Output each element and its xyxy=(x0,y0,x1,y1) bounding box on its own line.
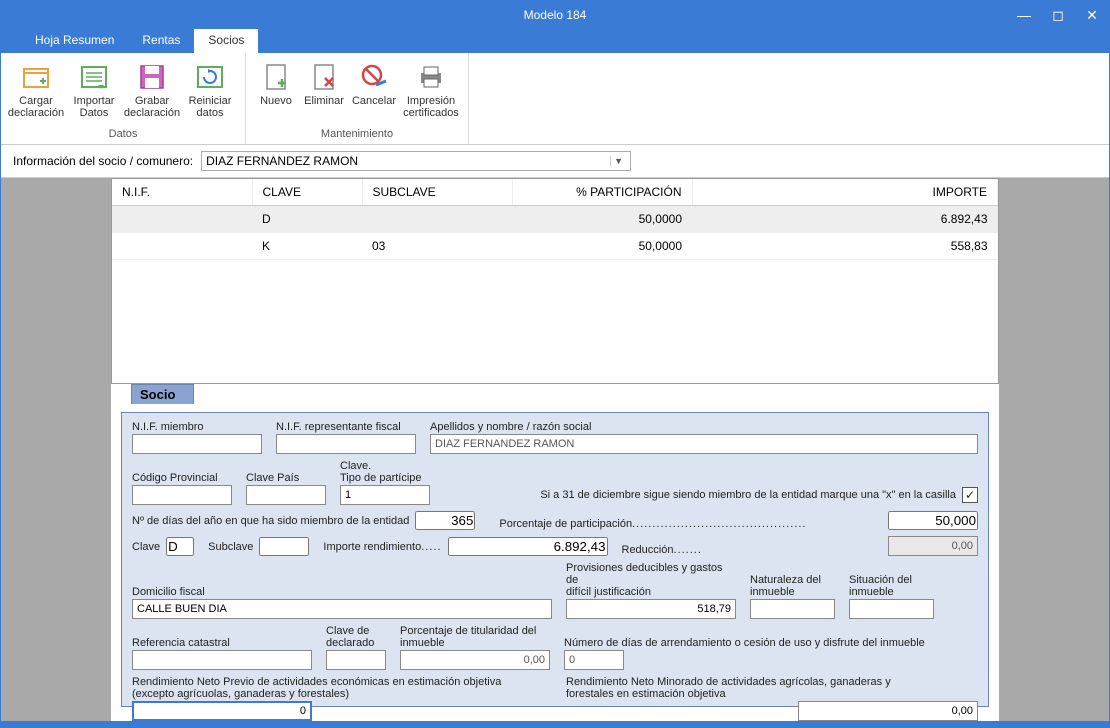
col-clave[interactable]: CLAVE xyxy=(252,179,362,206)
porc-part-field[interactable] xyxy=(888,511,978,530)
nif-miembro-field[interactable] xyxy=(132,434,262,454)
naturaleza-field[interactable] xyxy=(750,599,835,619)
lbl-porc-part: Porcentaje de participación.............… xyxy=(499,518,806,530)
save-icon xyxy=(136,61,168,93)
col-nif[interactable]: N.I.F. xyxy=(112,179,252,206)
print-icon xyxy=(415,61,447,93)
delete-icon xyxy=(308,61,340,93)
table-row[interactable]: K 03 50,0000 558,83 xyxy=(112,233,998,260)
tab-hoja-resumen[interactable]: Hoja Resumen xyxy=(21,29,128,53)
socio-combo[interactable]: DIAZ FERNANDEZ RAMON ▼ xyxy=(201,151,631,171)
col-participacion[interactable]: % PARTICIPACIÓN xyxy=(512,179,692,206)
import-icon xyxy=(78,61,110,93)
refresh-icon xyxy=(194,61,226,93)
impresion-certificados-button[interactable]: Impresióncertificados xyxy=(400,57,462,126)
grabar-declaracion-button[interactable]: Grabardeclaración xyxy=(123,57,181,126)
lbl-clave-decl: Clave dedeclarado xyxy=(326,625,386,649)
lbl-rend-previo: Rendimiento Neto Previo de actividades e… xyxy=(132,676,552,700)
lbl-situacion: Situación delinmueble xyxy=(849,574,934,598)
reduccion-field[interactable] xyxy=(888,536,978,556)
cargar-declaracion-button[interactable]: Cargardeclaración xyxy=(7,57,65,126)
importar-datos-button[interactable]: ImportarDatos xyxy=(65,57,123,126)
content-area: N.I.F. CLAVE SUBCLAVE % PARTICIPACIÓN IM… xyxy=(1,178,1109,721)
ribbon-group-datos-title: Datos xyxy=(7,126,239,142)
info-label: Información del socio / comunero: xyxy=(13,154,193,168)
tab-socios[interactable]: Socios xyxy=(194,29,258,53)
domicilio-field[interactable] xyxy=(132,599,552,619)
tipo-participe-field[interactable] xyxy=(340,485,430,505)
folder-load-icon xyxy=(20,61,52,93)
x-casilla-checkbox[interactable]: ✓ xyxy=(962,487,978,503)
lbl-dias-arr: Número de días de arrendamiento o cesión… xyxy=(564,637,978,649)
titlebar: Modelo 184 — ◻ ✕ xyxy=(1,1,1109,29)
apellidos-field[interactable] xyxy=(430,434,978,454)
form-panel: N.I.F. miembro N.I.F. representante fisc… xyxy=(121,412,989,707)
lbl-provisiones: Provisiones deducibles y gastos dedifíci… xyxy=(566,562,736,598)
ribbon-tabs: Hoja Resumen Rentas Socios xyxy=(1,29,1109,53)
nuevo-button[interactable]: Nuevo xyxy=(252,57,300,126)
rend-previo-field[interactable] xyxy=(132,701,312,721)
chevron-down-icon[interactable]: ▼ xyxy=(610,156,626,166)
nif-rep-field[interactable] xyxy=(276,434,416,454)
cancel-icon xyxy=(358,61,390,93)
lbl-nif-miembro: N.I.F. miembro xyxy=(132,421,262,433)
dias-field[interactable] xyxy=(415,511,475,530)
clave-field[interactable] xyxy=(166,537,194,556)
lbl-clave: Clave xyxy=(132,541,160,553)
lbl-clave-pais: Clave País xyxy=(246,472,326,484)
situacion-field[interactable] xyxy=(849,599,934,619)
lbl-dias: Nº de días del año en que ha sido miembr… xyxy=(132,515,409,527)
importe-rend-field[interactable] xyxy=(448,537,608,556)
eliminar-button[interactable]: Eliminar xyxy=(300,57,348,126)
ribbon-group-mantenimiento: Nuevo Eliminar Cancelar Impresióncertifi… xyxy=(246,53,469,144)
cod-prov-field[interactable] xyxy=(132,485,232,505)
data-grid[interactable]: N.I.F. CLAVE SUBCLAVE % PARTICIPACIÓN IM… xyxy=(111,178,999,384)
porc-tit-field[interactable] xyxy=(400,650,550,670)
lbl-porc-tit: Porcentaje de titularidad delinmueble xyxy=(400,625,550,649)
lbl-apellidos: Apellidos y nombre / razón social xyxy=(430,421,978,433)
clave-pais-field[interactable] xyxy=(246,485,326,505)
lbl-rend-minorado: Rendimiento Neto Minorado de actividades… xyxy=(566,676,978,700)
ribbon: Cargardeclaración ImportarDatos Grabarde… xyxy=(1,53,1109,145)
lbl-reduccion: Reducción....... xyxy=(622,544,702,556)
form-tab-socio[interactable]: Socio xyxy=(131,384,194,404)
tab-rentas[interactable]: Rentas xyxy=(128,29,194,53)
col-importe[interactable]: IMPORTE xyxy=(692,179,998,206)
col-subclave[interactable]: SUBCLAVE xyxy=(362,179,512,206)
lbl-tipo-participe: Clave.Tipo de partícipe xyxy=(340,460,430,484)
lbl-naturaleza: Naturaleza delinmueble xyxy=(750,574,835,598)
cancelar-button[interactable]: Cancelar xyxy=(348,57,400,126)
lbl-nif-rep: N.I.F. representante fiscal xyxy=(276,421,416,433)
dias-arr-field[interactable] xyxy=(564,650,624,670)
form-area: Socio N.I.F. miembro N.I.F. representant… xyxy=(111,384,999,721)
lbl-ref-cat: Referencia catastral xyxy=(132,637,312,649)
clave-decl-field[interactable] xyxy=(326,650,386,670)
table-row[interactable]: D 50,0000 6.892,43 xyxy=(112,206,998,233)
subclave-field[interactable] xyxy=(259,537,309,556)
reiniciar-datos-button[interactable]: Reiniciardatos xyxy=(181,57,239,126)
minimize-button[interactable]: — xyxy=(1007,1,1041,29)
socio-combo-value: DIAZ FERNANDEZ RAMON xyxy=(206,154,358,168)
ribbon-group-mant-title: Mantenimiento xyxy=(252,126,462,142)
close-button[interactable]: ✕ xyxy=(1075,1,1109,29)
lbl-subclave: Subclave xyxy=(208,541,253,553)
ref-cat-field[interactable] xyxy=(132,650,312,670)
lbl-cod-prov: Código Provincial xyxy=(132,472,232,484)
new-icon xyxy=(260,61,292,93)
provisiones-field[interactable] xyxy=(566,599,736,619)
lbl-domicilio: Domicilio fiscal xyxy=(132,586,552,598)
statusbar xyxy=(1,721,1109,727)
window-title: Modelo 184 xyxy=(524,8,587,22)
maximize-button[interactable]: ◻ xyxy=(1041,1,1075,29)
lbl-x-casilla: Si a 31 de diciembre sigue siendo miembr… xyxy=(540,489,956,501)
lbl-importe-rend: Importe rendimiento..... xyxy=(323,541,441,553)
info-bar: Información del socio / comunero: DIAZ F… xyxy=(1,145,1109,178)
ribbon-group-datos: Cargardeclaración ImportarDatos Grabarde… xyxy=(1,53,246,144)
rend-minorado-field[interactable] xyxy=(798,701,978,721)
app-window: Modelo 184 — ◻ ✕ Hoja Resumen Rentas Soc… xyxy=(0,0,1110,728)
